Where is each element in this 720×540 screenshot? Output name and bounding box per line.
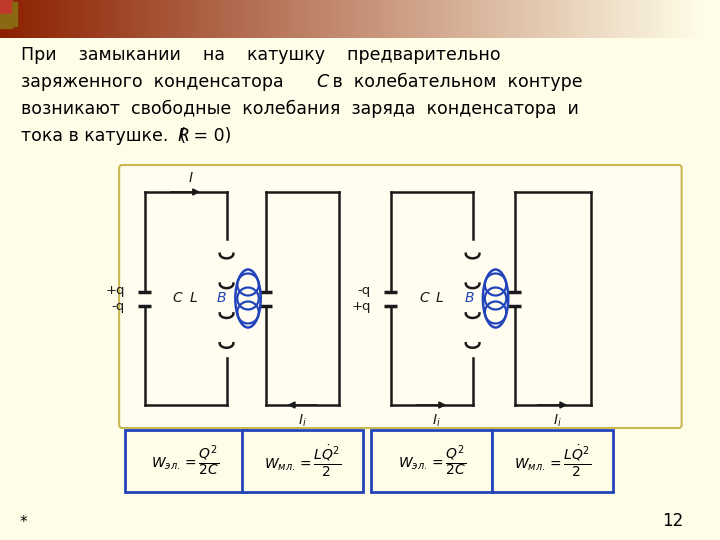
Text: тока в катушке.  (: тока в катушке. ( (22, 127, 186, 145)
Text: $I_i$: $I_i$ (432, 413, 441, 429)
Text: $W_{мл.} = \dfrac{L\dot{Q}^2}{2}$: $W_{мл.} = \dfrac{L\dot{Q}^2}{2}$ (264, 443, 341, 478)
Text: $W_{эл.} = \dfrac{Q^2}{2C}$: $W_{эл.} = \dfrac{Q^2}{2C}$ (151, 443, 220, 478)
Text: = 0): = 0) (189, 127, 232, 145)
Text: 12: 12 (662, 512, 683, 530)
Text: +q: +q (351, 300, 371, 313)
Bar (0, 0, 12, 14)
Text: заряженного  конденсатора: заряженного конденсатора (22, 73, 295, 91)
Text: C: C (419, 292, 428, 306)
FancyBboxPatch shape (371, 430, 492, 492)
Text: $W_{эл.} = \dfrac{Q^2}{2C}$: $W_{эл.} = \dfrac{Q^2}{2C}$ (397, 443, 466, 478)
Text: *: * (19, 515, 27, 530)
Text: R: R (178, 127, 190, 145)
FancyBboxPatch shape (119, 165, 682, 428)
Text: -q: -q (112, 300, 125, 313)
FancyBboxPatch shape (242, 430, 363, 492)
Bar (0, 14, 12, 28)
Text: $W_{мл.} = \dfrac{L\dot{Q}^2}{2}$: $W_{мл.} = \dfrac{L\dot{Q}^2}{2}$ (514, 443, 591, 478)
Text: в  колебательном  контуре: в колебательном контуре (327, 73, 582, 91)
Bar (12, 2, 17, 26)
Text: При    замыкании    на    катушку    предварительно: При замыкании на катушку предварительно (22, 46, 501, 64)
Text: -q: -q (358, 284, 371, 297)
Text: C: C (173, 292, 183, 306)
FancyBboxPatch shape (492, 430, 613, 492)
Text: B: B (217, 292, 227, 306)
Text: C: C (316, 73, 328, 91)
Text: $I_i$: $I_i$ (553, 413, 562, 429)
Text: возникают  свободные  колебания  заряда  конденсатора  и: возникают свободные колебания заряда кон… (22, 100, 580, 118)
Text: $I_i$: $I_i$ (298, 413, 307, 429)
Text: I: I (189, 171, 192, 185)
Text: L: L (436, 292, 444, 306)
Text: B: B (464, 292, 474, 306)
FancyBboxPatch shape (125, 430, 246, 492)
Text: L: L (189, 292, 197, 306)
Text: +q: +q (106, 284, 125, 297)
